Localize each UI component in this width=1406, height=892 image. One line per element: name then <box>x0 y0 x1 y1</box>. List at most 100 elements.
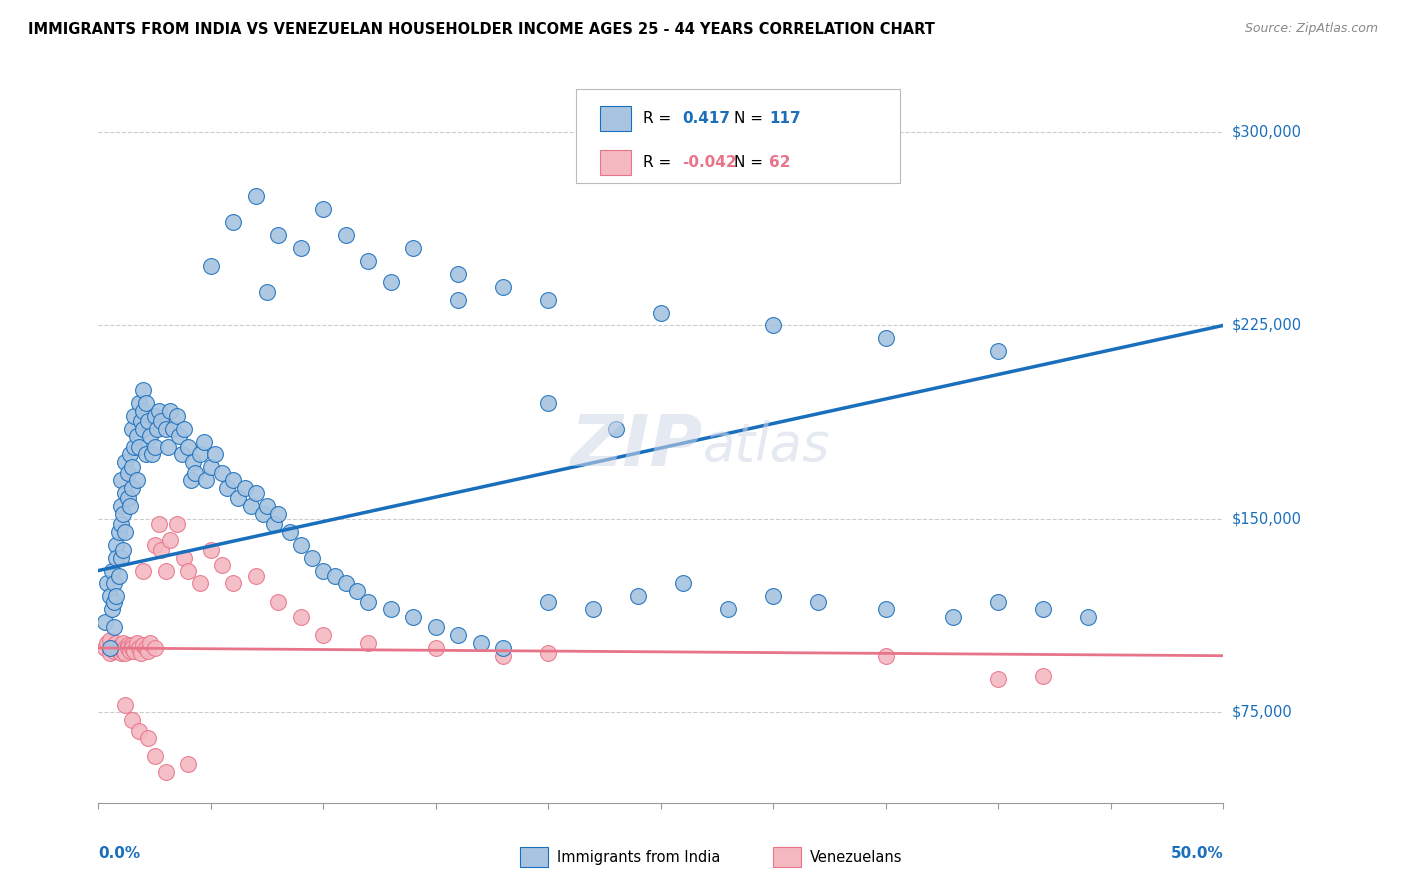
Point <box>135 396 157 410</box>
Point <box>193 434 215 449</box>
Point <box>650 305 672 319</box>
Text: ZIP: ZIP <box>571 411 703 481</box>
Text: 62: 62 <box>769 155 790 169</box>
Point <box>103 620 125 634</box>
Point <box>188 447 211 461</box>
Point <box>200 259 222 273</box>
Point <box>717 602 740 616</box>
Text: 117: 117 <box>769 112 800 126</box>
Point <box>263 517 285 532</box>
Point <box>380 602 402 616</box>
Point <box>155 422 177 436</box>
Point <box>200 460 222 475</box>
Point <box>162 422 184 436</box>
Point <box>222 473 245 487</box>
Point <box>200 542 222 557</box>
Point <box>148 403 170 417</box>
Point <box>875 602 897 616</box>
Point <box>110 473 132 487</box>
Point <box>169 429 191 443</box>
Text: $300,000: $300,000 <box>1232 124 1302 139</box>
Point <box>128 440 150 454</box>
Point <box>117 466 139 480</box>
Point <box>290 610 312 624</box>
Point <box>112 542 135 557</box>
Point <box>173 550 195 565</box>
Point <box>143 749 166 764</box>
Point <box>195 473 218 487</box>
Text: Source: ZipAtlas.com: Source: ZipAtlas.com <box>1244 22 1378 36</box>
Point <box>335 228 357 243</box>
Point <box>245 486 267 500</box>
Text: $150,000: $150,000 <box>1232 511 1302 526</box>
Point <box>128 640 150 655</box>
Point <box>143 440 166 454</box>
Point <box>425 640 447 655</box>
Point <box>128 396 150 410</box>
Point <box>215 481 238 495</box>
Point <box>447 293 470 307</box>
Point <box>98 646 121 660</box>
Point <box>492 640 515 655</box>
Point <box>605 422 627 436</box>
Text: Venezuelans: Venezuelans <box>810 850 903 864</box>
Point <box>240 499 263 513</box>
Point <box>222 576 245 591</box>
Text: atlas: atlas <box>703 420 831 472</box>
Point <box>226 491 249 506</box>
Point <box>121 460 143 475</box>
Point <box>121 422 143 436</box>
Point <box>132 383 155 397</box>
Point <box>121 640 143 655</box>
Point <box>447 267 470 281</box>
Point <box>537 646 560 660</box>
Point <box>290 241 312 255</box>
Point <box>492 279 515 293</box>
Point <box>252 507 274 521</box>
Point <box>125 636 148 650</box>
Point <box>222 215 245 229</box>
Text: N =: N = <box>734 155 768 169</box>
Point <box>672 576 695 591</box>
Point <box>135 640 157 655</box>
Point <box>155 764 177 779</box>
Point <box>132 403 155 417</box>
Point <box>114 698 136 712</box>
Point <box>1032 602 1054 616</box>
Text: N =: N = <box>734 112 768 126</box>
Point <box>177 564 200 578</box>
Point <box>98 590 121 604</box>
Point <box>143 538 166 552</box>
Point <box>987 672 1010 686</box>
Point <box>170 447 193 461</box>
Point <box>110 640 132 655</box>
Point <box>124 440 146 454</box>
Point <box>762 590 785 604</box>
Point <box>112 643 135 657</box>
Text: Immigrants from India: Immigrants from India <box>557 850 720 864</box>
Point <box>159 403 181 417</box>
Point <box>146 422 169 436</box>
Point <box>323 568 346 582</box>
Point <box>101 564 124 578</box>
Point <box>94 640 117 655</box>
Point <box>627 590 650 604</box>
Point <box>425 620 447 634</box>
Point <box>105 538 128 552</box>
Point <box>136 731 159 746</box>
Point <box>582 602 605 616</box>
Point <box>492 648 515 663</box>
Point <box>136 414 159 428</box>
Point <box>762 318 785 333</box>
Point <box>118 447 141 461</box>
Point <box>121 481 143 495</box>
Point <box>107 568 129 582</box>
Point <box>132 422 155 436</box>
Point <box>875 331 897 345</box>
Text: 50.0%: 50.0% <box>1170 847 1223 861</box>
Point <box>875 648 897 663</box>
Text: R =: R = <box>643 155 676 169</box>
Point <box>267 228 290 243</box>
Point <box>128 723 150 738</box>
Point <box>155 564 177 578</box>
